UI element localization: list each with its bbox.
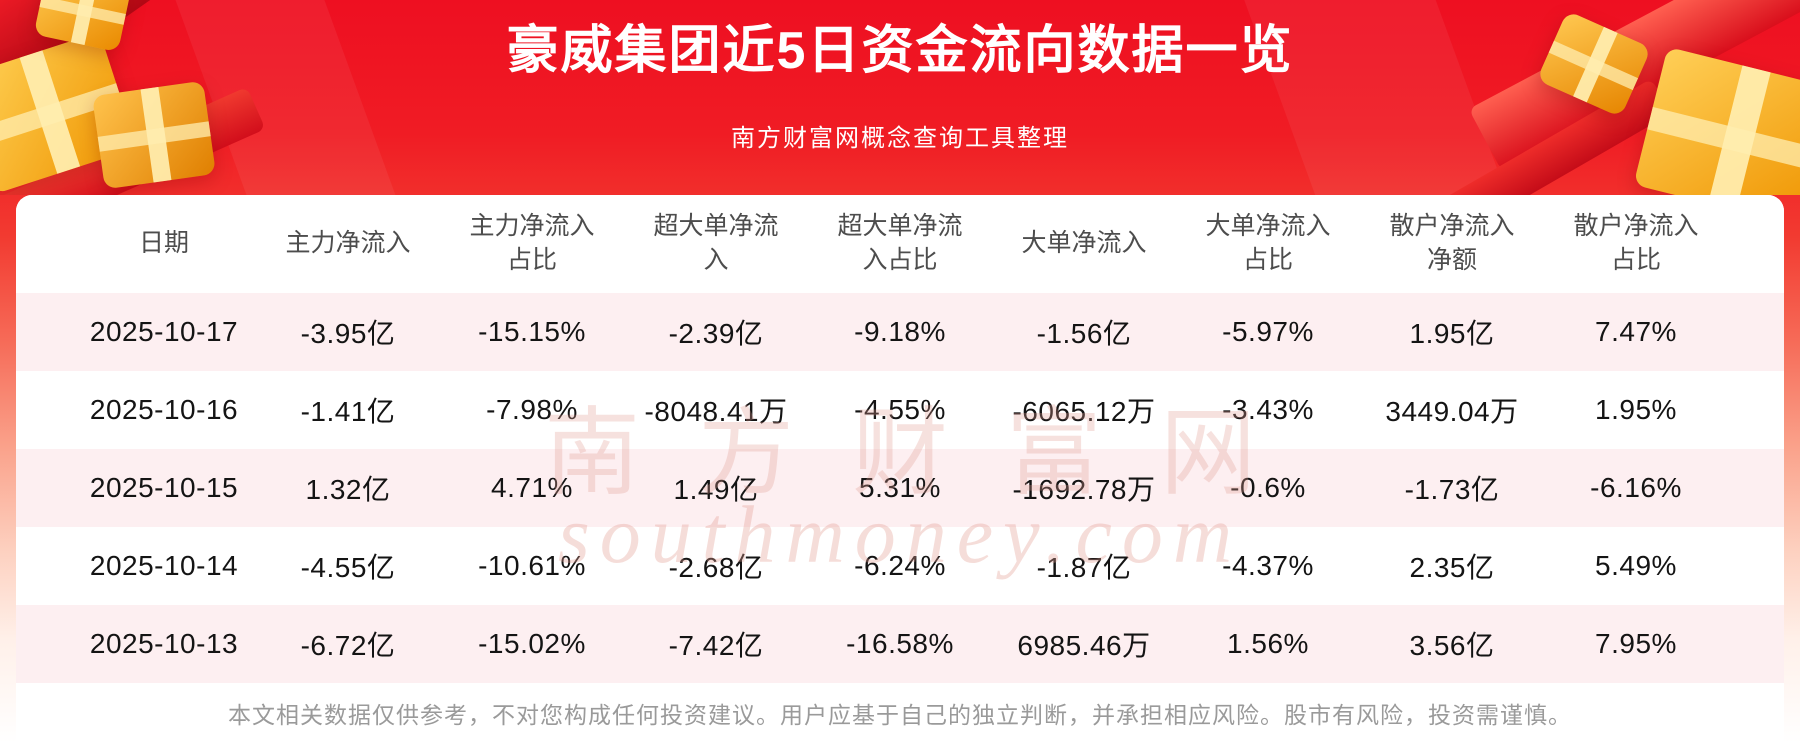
- table-header-cell-xl-inflow-pct: 超大单净流入占比: [837, 212, 963, 274]
- page-title: 豪威集团近5日资金流向数据一览: [506, 22, 1294, 80]
- data-table-card: 日期 主力净流入 主力净流入占比 超大单净流入 超大单净流入占比 大单净流入 大…: [16, 195, 1784, 683]
- table-cell: -4.55%: [854, 394, 946, 425]
- table-cell: -1.56亿: [1036, 318, 1132, 349]
- table-cell: 1.95%: [1595, 394, 1677, 425]
- table-header-cell-large-inflow-pct: 大单净流入占比: [1205, 212, 1331, 274]
- table-cell: -6065.12万: [1012, 396, 1156, 427]
- table-cell: 5.31%: [859, 472, 941, 503]
- table-cell: -4.55亿: [300, 552, 396, 583]
- table-header-cell-date: 日期: [138, 229, 189, 258]
- table-cell-date: 2025-10-17: [89, 316, 239, 347]
- table-cell: -10.61%: [478, 550, 586, 581]
- table-cell: 6985.46万: [1017, 630, 1151, 661]
- table-header-row: 日期 主力净流入 主力净流入占比 超大单净流入 超大单净流入占比 大单净流入 大…: [16, 195, 1784, 293]
- table-cell: -8048.41万: [644, 396, 788, 427]
- table-cell: -5.97%: [1222, 316, 1314, 347]
- table-cell-date: 2025-10-15: [89, 472, 239, 503]
- table-cell: 2.35亿: [1409, 552, 1495, 583]
- table-cell: -6.72亿: [300, 630, 396, 661]
- table-header-cell-xl-inflow: 超大单净流入: [653, 212, 779, 274]
- table-cell: 3449.04万: [1385, 396, 1519, 427]
- table-cell: -3.95亿: [300, 318, 396, 349]
- table-cell: -7.42亿: [668, 630, 764, 661]
- table-row: 2025-10-14 -4.55亿 -10.61% -2.68亿 -6.24% …: [16, 527, 1784, 605]
- table-cell: -1.41亿: [300, 396, 396, 427]
- table-row: 2025-10-16 -1.41亿 -7.98% -8048.41万 -4.55…: [16, 371, 1784, 449]
- disclaimer-text: 本文相关数据仅供参考，不对您构成任何投资建议。用户应基于自己的独立判断，并承担相…: [228, 702, 1572, 728]
- table-cell: 1.32亿: [305, 474, 391, 505]
- table-cell-date: 2025-10-16: [89, 394, 239, 425]
- table-cell: 7.47%: [1595, 316, 1677, 347]
- table-cell: -7.98%: [486, 394, 578, 425]
- table-header-cell-retail-inflow: 散户净流入净额: [1389, 212, 1515, 274]
- table-cell: -6.16%: [1590, 472, 1682, 503]
- table-cell: 1.49亿: [673, 474, 759, 505]
- table-cell: 4.71%: [491, 472, 573, 503]
- table-cell: 1.56%: [1227, 628, 1309, 659]
- table-row: 2025-10-17 -3.95亿 -15.15% -2.39亿 -9.18% …: [16, 293, 1784, 371]
- table-cell: -2.39亿: [668, 318, 764, 349]
- table-cell: -0.6%: [1230, 472, 1306, 503]
- table-cell: 3.56亿: [1409, 630, 1495, 661]
- table-row: 2025-10-13 -6.72亿 -15.02% -7.42亿 -16.58%…: [16, 605, 1784, 683]
- table-cell: -1692.78万: [1012, 474, 1156, 505]
- table-row: 2025-10-15 1.32亿 4.71% 1.49亿 5.31% -1692…: [16, 449, 1784, 527]
- table-cell: 7.95%: [1595, 628, 1677, 659]
- table-cell-date: 2025-10-14: [89, 550, 239, 581]
- table-cell: 5.49%: [1595, 550, 1677, 581]
- table-cell-date: 2025-10-13: [89, 628, 239, 659]
- table-cell: 1.95亿: [1409, 318, 1495, 349]
- table-cell: -2.68亿: [668, 552, 764, 583]
- table-cell: -1.87亿: [1036, 552, 1132, 583]
- table-cell: -15.15%: [478, 316, 586, 347]
- disclaimer-bar: 本文相关数据仅供参考，不对您构成任何投资建议。用户应基于自己的独立判断，并承担相…: [16, 683, 1784, 743]
- table-cell: -1.73亿: [1404, 474, 1500, 505]
- banner: 豪威集团近5日资金流向数据一览 南方财富网概念查询工具整理: [0, 0, 1800, 195]
- table-header-cell-large-inflow: 大单净流入: [1021, 229, 1147, 258]
- table-cell: -16.58%: [846, 628, 954, 659]
- table-cell: -6.24%: [854, 550, 946, 581]
- page-subtitle: 南方财富网概念查询工具整理: [731, 124, 1069, 152]
- table-cell: -3.43%: [1222, 394, 1314, 425]
- table-header-cell-main-inflow: 主力净流入: [285, 229, 411, 258]
- table-cell: -4.37%: [1222, 550, 1314, 581]
- table-header-cell-retail-inflow-pct: 散户净流入占比: [1573, 212, 1699, 274]
- table-cell: -15.02%: [478, 628, 586, 659]
- table-cell: -9.18%: [854, 316, 946, 347]
- table-header-cell-main-inflow-pct: 主力净流入占比: [469, 212, 595, 274]
